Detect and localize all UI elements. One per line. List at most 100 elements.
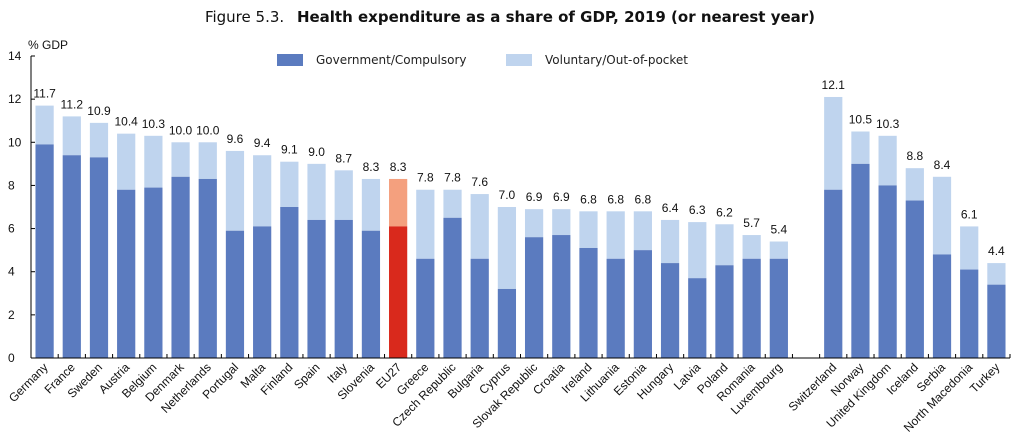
value-label: 10.3 (876, 117, 900, 131)
value-label: 7.6 (471, 175, 488, 189)
value-label: 6.8 (580, 192, 597, 206)
bar-government (769, 258, 788, 358)
figure-number: Figure 5.3. (205, 8, 284, 26)
value-label: 11.7 (33, 87, 56, 101)
bar-government (470, 258, 489, 358)
legend-swatch-government (277, 54, 303, 66)
bar-voluntary (470, 194, 489, 259)
bar-government (307, 219, 326, 358)
bar-voluntary (416, 189, 435, 259)
bar-voluntary (89, 122, 109, 158)
bar-voluntary (878, 135, 897, 186)
chart-title: Figure 5.3. Health expenditure as a shar… (205, 8, 815, 26)
x-tick-label: Germany (6, 360, 51, 405)
y-tick-label: 6 (8, 222, 15, 236)
bar-voluntary (742, 235, 761, 259)
value-label: 7.0 (499, 188, 516, 202)
value-label: 12.1 (822, 78, 846, 92)
bar-government (443, 217, 462, 358)
bar-voluntary (987, 263, 1006, 285)
legend-swatch-voluntary (506, 54, 532, 66)
bar-government (524, 237, 544, 358)
bar-government (606, 258, 625, 358)
bar-voluntary (851, 131, 870, 164)
value-label: 6.2 (716, 205, 733, 219)
bar-voluntary (905, 168, 924, 201)
y-tick-label: 12 (8, 92, 22, 106)
bar-voluntary (524, 209, 544, 238)
value-label: 8.3 (390, 160, 407, 174)
value-label: 8.4 (934, 158, 951, 172)
y-tick-label: 0 (8, 351, 15, 365)
bar-government (851, 163, 870, 358)
value-label: 10.0 (169, 123, 193, 137)
bar-government (579, 247, 598, 358)
bar-government (905, 200, 924, 358)
bar-voluntary (688, 222, 707, 279)
value-label: 6.1 (961, 207, 978, 221)
y-tick-label: 14 (8, 49, 22, 63)
value-label: 9.6 (227, 132, 244, 146)
bar-government (416, 258, 435, 358)
legend-label-government: Government/Compulsory (316, 53, 466, 67)
bar-government (389, 226, 408, 358)
bar-voluntary (552, 209, 571, 236)
value-label: 8.3 (363, 160, 380, 174)
bar-voluntary (932, 176, 952, 255)
bar-voluntary (144, 135, 163, 188)
bar-government (987, 284, 1006, 358)
bar-government (280, 207, 299, 358)
value-label: 8.7 (335, 151, 352, 165)
value-labels: 11.711.2 10.910.4 10.3 10.0 10.09.6 9.4 9.1 9.0… (33, 78, 1005, 258)
bar-government (62, 155, 81, 358)
legend-label-voluntary: Voluntary/Out-of-pocket (545, 53, 688, 67)
bar-voluntary (361, 178, 381, 231)
bar-voluntary (824, 96, 843, 190)
bars (35, 96, 1006, 358)
value-label: 10.5 (849, 113, 873, 127)
bar-government (117, 189, 136, 358)
bar-voluntary (389, 178, 408, 227)
bar-government (633, 250, 652, 358)
bar-government (35, 144, 54, 358)
bar-government (198, 178, 217, 358)
bar-voluntary (198, 142, 217, 179)
x-tick-label: Turkey (967, 360, 1003, 396)
bar-government (552, 235, 571, 358)
y-axis-label: % GDP (28, 38, 68, 52)
x-tick-label: Spain (291, 360, 323, 392)
bar-government (89, 157, 109, 358)
bar-government (361, 230, 381, 358)
bar-voluntary (497, 207, 517, 289)
y-axis: 0 2 4 6 8 10 12 14 (8, 49, 35, 365)
bar-voluntary (334, 170, 353, 220)
value-label: 6.4 (662, 201, 679, 215)
value-label: 10.9 (87, 104, 111, 118)
y-tick-label: 10 (8, 135, 22, 149)
bar-government (715, 265, 734, 358)
value-label: 7.8 (444, 171, 461, 185)
bar-voluntary (117, 133, 136, 190)
bar-government (960, 269, 979, 358)
value-label: 5.4 (771, 223, 788, 237)
title-text: Health expenditure as a share of GDP, 20… (297, 8, 815, 26)
bar-voluntary (960, 226, 979, 270)
bar-government (660, 263, 680, 358)
bar-voluntary (633, 211, 652, 251)
value-label: 5.7 (743, 216, 760, 230)
y-tick-label: 8 (8, 178, 15, 192)
bar-government (878, 185, 897, 358)
value-label: 4.4 (988, 244, 1005, 258)
value-label: 10.4 (115, 115, 139, 129)
x-axis: GermanyFranceSwedenAustriaBelgiumDenmark… (6, 354, 1011, 434)
bar-voluntary (35, 105, 54, 145)
bar-voluntary (769, 241, 788, 259)
bar-government (144, 187, 163, 358)
bar-voluntary (253, 155, 272, 227)
value-label: 6.8 (635, 192, 652, 206)
legend: Government/Compulsory Voluntary/Out-of-p… (277, 53, 688, 67)
bar-government (932, 254, 952, 358)
bar-government (253, 226, 272, 358)
x-tick-label: Croatia (530, 360, 567, 397)
value-label: 8.8 (906, 149, 923, 163)
